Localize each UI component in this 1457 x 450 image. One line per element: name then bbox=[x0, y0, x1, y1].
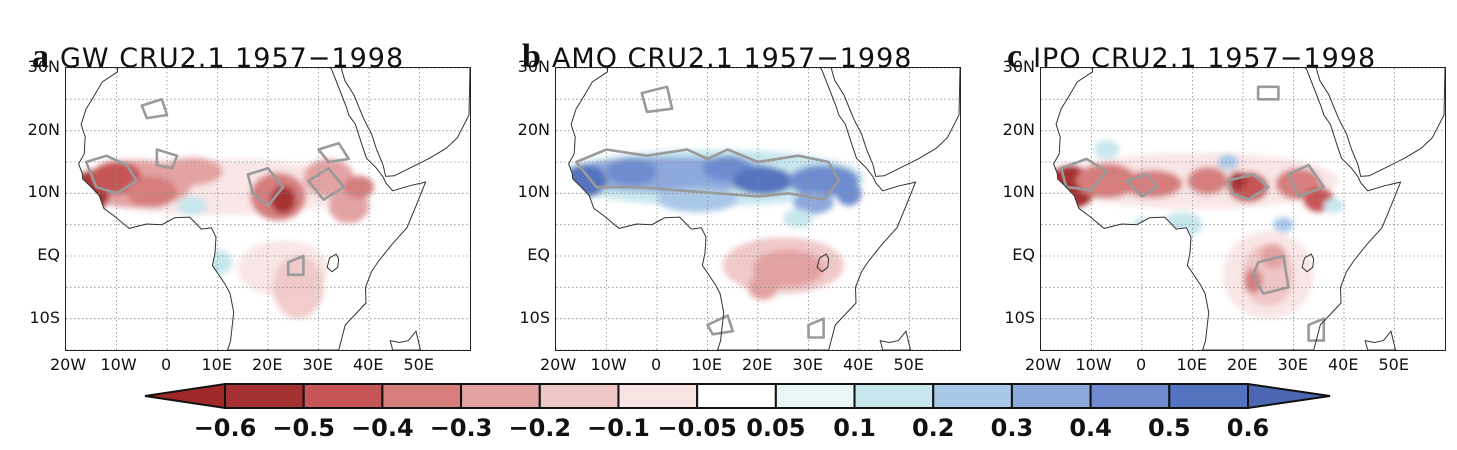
coastlines bbox=[1053, 68, 1445, 350]
colorbar-swatch bbox=[381, 383, 463, 409]
y-tick-label: 10N bbox=[27, 182, 60, 202]
colorbar-label: 0.6 bbox=[1226, 414, 1270, 442]
colorbar-swatch bbox=[460, 383, 541, 409]
x-tick-label: 10E bbox=[1176, 355, 1207, 374]
colorbar-label: 0.1 bbox=[833, 414, 876, 442]
x-tick-label: 10W bbox=[1075, 355, 1112, 374]
colorbar-label: −0.05 bbox=[657, 414, 737, 442]
x-tick-label: 30E bbox=[792, 355, 823, 374]
y-tick-label: 30N bbox=[1002, 57, 1035, 76]
colorbar-swatch bbox=[696, 383, 777, 409]
colorbar-swatch bbox=[1010, 383, 1092, 409]
colorbar-label: 0.05 bbox=[746, 414, 806, 442]
anomaly-map bbox=[556, 68, 960, 350]
significance-contours bbox=[84, 97, 351, 277]
map-panel-a: a GW CRU2.1 1957−1998 30N 20N 10N EQ 10S 20W 10W… bbox=[28, 0, 471, 390]
x-tick-label: 10W bbox=[590, 355, 627, 374]
colorbar-swatch bbox=[1168, 383, 1250, 409]
significance-contours bbox=[574, 85, 841, 339]
x-tick-label: 20E bbox=[252, 355, 283, 374]
anomaly-shading bbox=[568, 149, 865, 300]
x-tick-label: 20W bbox=[540, 355, 577, 374]
coastlines bbox=[78, 68, 470, 350]
y-tick-label: 10N bbox=[517, 182, 550, 202]
x-tick-label: 30E bbox=[1277, 355, 1308, 374]
anomaly-map bbox=[1041, 68, 1445, 350]
map-area bbox=[1040, 67, 1446, 351]
y-tick-label: 10N bbox=[1002, 182, 1035, 202]
significance-contours bbox=[1059, 85, 1326, 342]
x-tick-label: 10E bbox=[201, 355, 232, 374]
gridlines bbox=[556, 68, 960, 350]
colorbar-low-arrow bbox=[144, 382, 226, 410]
colorbar-swatch bbox=[932, 383, 1013, 409]
x-tick-label: 0 bbox=[1136, 355, 1147, 374]
colorbar-swatch bbox=[538, 383, 620, 409]
x-tick-label: 20W bbox=[1025, 355, 1062, 374]
y-tick-label: 10S bbox=[519, 307, 550, 327]
x-tick-label: 30E bbox=[302, 355, 333, 374]
x-tick-label: 50E bbox=[1378, 355, 1409, 374]
x-tick-label: 40E bbox=[353, 355, 384, 374]
colorbar-swatch bbox=[302, 383, 384, 409]
anomaly-map bbox=[66, 68, 470, 350]
colorbar-swatch bbox=[224, 383, 305, 409]
colorbar-label: −0.5 bbox=[272, 414, 335, 442]
colorbar-label: −0.1 bbox=[587, 414, 650, 442]
panel-letter: c bbox=[1007, 38, 1024, 75]
x-tick-label: 0 bbox=[161, 355, 172, 374]
y-tick-label: 10S bbox=[29, 307, 60, 327]
x-tick-label: 10E bbox=[691, 355, 722, 374]
y-tick-label: 30N bbox=[27, 57, 60, 76]
colorbar-swatch bbox=[617, 383, 699, 409]
y-tick-label: 20N bbox=[1002, 119, 1035, 139]
colorbar-label: 0.2 bbox=[911, 414, 955, 442]
colorbar-label: 0.4 bbox=[1069, 414, 1112, 442]
x-tick-label: 20E bbox=[1227, 355, 1258, 374]
colorbar-swatch bbox=[774, 383, 856, 409]
gridlines bbox=[1041, 68, 1445, 350]
y-tick-label: EQ bbox=[37, 245, 60, 264]
x-tick-label: 50E bbox=[893, 355, 924, 374]
map-area bbox=[65, 67, 471, 351]
colorbar-swatch bbox=[1089, 383, 1171, 409]
x-tick-label: 50E bbox=[403, 355, 434, 374]
x-tick-label: 40E bbox=[843, 355, 874, 374]
colorbar-label: 0.3 bbox=[990, 414, 1034, 442]
coastlines bbox=[568, 68, 960, 350]
map-area bbox=[555, 67, 961, 351]
colorbar-label: 0.5 bbox=[1148, 414, 1191, 442]
x-tick-label: 40E bbox=[1328, 355, 1359, 374]
anomaly-shading bbox=[1053, 140, 1344, 319]
y-tick-label: 30N bbox=[517, 57, 550, 76]
colorbar-label: −0.6 bbox=[193, 414, 257, 442]
x-tick-label: 0 bbox=[651, 355, 662, 374]
map-panel-b: b AMO CRU2.1 1957−1998 30N 20N 10N EQ 10S 20W 10… bbox=[518, 0, 961, 390]
y-tick-label: 20N bbox=[27, 119, 60, 139]
x-tick-label: 20E bbox=[742, 355, 773, 374]
y-tick-label: EQ bbox=[1012, 245, 1035, 264]
x-tick-label: 20W bbox=[50, 355, 87, 374]
colorbar-swatch bbox=[853, 383, 935, 409]
colorbar-label: −0.3 bbox=[429, 414, 493, 442]
y-tick-label: 20N bbox=[517, 119, 550, 139]
panel-letter: a bbox=[32, 38, 50, 75]
map-panel-c: c IPO CRU2.1 1957−1998 30N 20N 10N EQ 10S 20W 10… bbox=[1003, 0, 1446, 390]
panel-letter: b bbox=[522, 38, 542, 75]
colorbar-label: −0.2 bbox=[508, 414, 572, 442]
y-tick-label: EQ bbox=[527, 245, 550, 264]
gridlines bbox=[66, 68, 470, 350]
colorbar-label: −0.4 bbox=[351, 414, 414, 442]
colorbar-high-arrow bbox=[1247, 382, 1331, 410]
y-tick-label: 10S bbox=[1004, 307, 1035, 327]
x-tick-label: 10W bbox=[100, 355, 137, 374]
